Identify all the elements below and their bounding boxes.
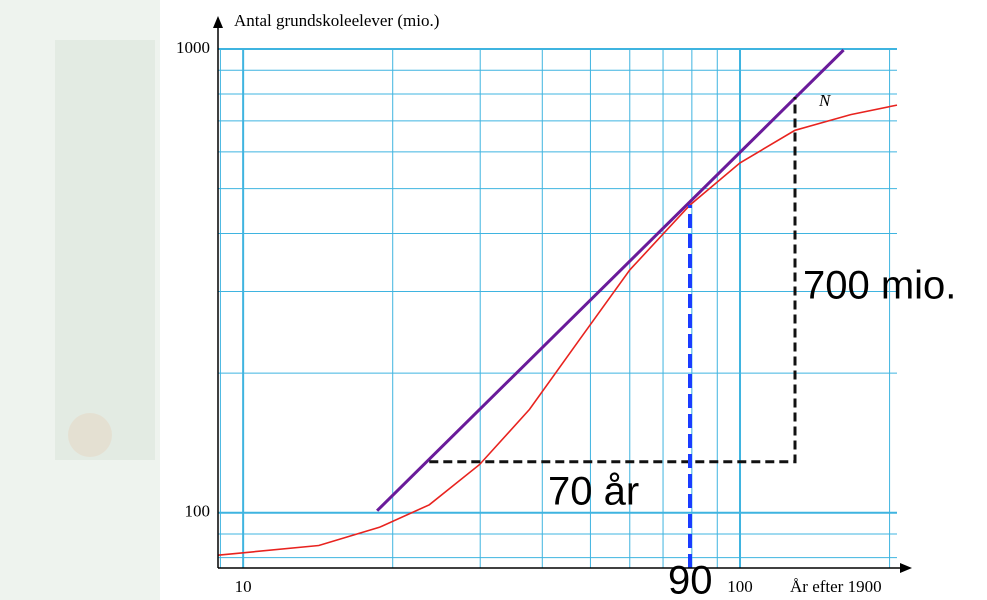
- y-arrow: [213, 16, 223, 28]
- x-tick-label: 100: [727, 577, 753, 596]
- x-axis-label: År efter 1900: [790, 577, 882, 596]
- page: {"chart_data": { "type": "line", "x_labe…: [0, 0, 987, 600]
- annotation: 700 mio.: [803, 264, 956, 308]
- y-tick-label: 1000: [176, 38, 210, 57]
- x-tick-label: 10: [235, 577, 252, 596]
- chart: Antal grundskoleelever (mio.) År efter 1…: [0, 0, 987, 600]
- background-decor: [55, 40, 155, 460]
- x-arrow: [900, 563, 912, 573]
- annotation: 90: [668, 559, 713, 600]
- annotation: 70 år: [548, 470, 639, 514]
- y-tick-label: 100: [185, 502, 211, 521]
- y-axis-label: Antal grundskoleelever (mio.): [234, 11, 439, 30]
- series-label: N: [818, 91, 832, 110]
